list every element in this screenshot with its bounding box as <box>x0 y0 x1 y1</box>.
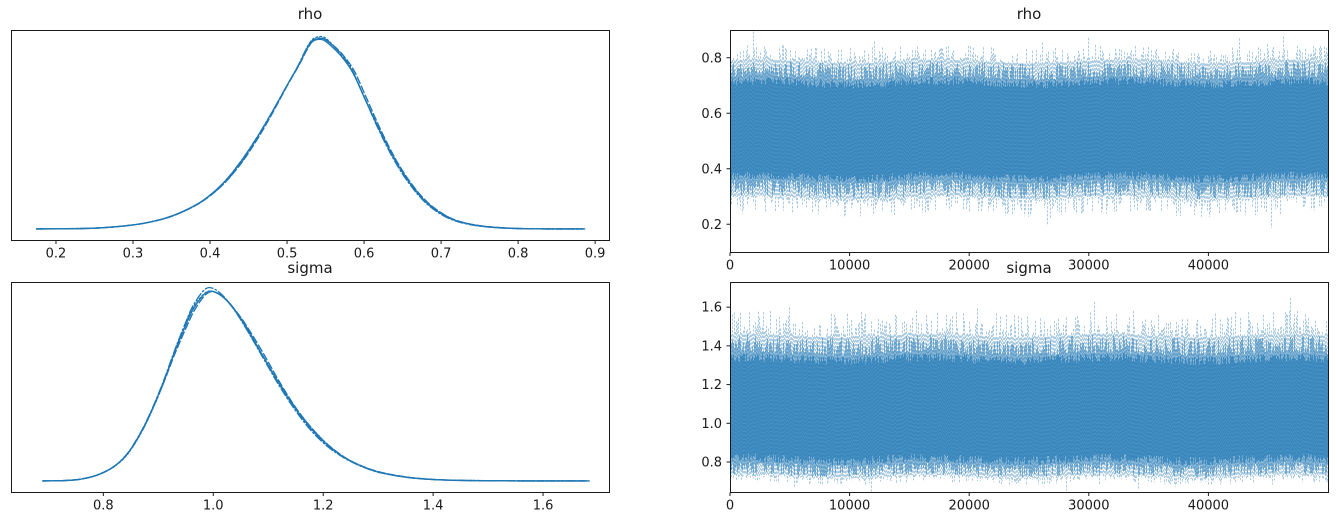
x-tick-label: 0.3 <box>123 247 144 262</box>
title-rho-kde: rho <box>297 5 323 23</box>
sigma-trace-subplot: 0 10000 20000 30000 40000 0.8 1.0 1.2 1.4 1.6 <box>701 282 1329 514</box>
x-tick-label: 1.0 <box>203 499 224 514</box>
rho-kde-subplot: 0.2 0.3 0.4 0.5 0.6 0.7 0.8 0.9 <box>11 30 610 262</box>
rho-kde-curve-chain-3 <box>36 35 586 230</box>
title-sigma-kde: sigma <box>287 259 333 277</box>
y-tick-label: 1.4 <box>701 339 722 354</box>
sigma-kde-curve-chain-1 <box>42 291 590 482</box>
y-tick-label: 1.0 <box>701 417 722 432</box>
x-tick-label: 1.4 <box>423 499 444 514</box>
x-tick-label: 0.4 <box>200 247 221 262</box>
sigma-trace-spines <box>730 282 1329 493</box>
rho-kde-curve-chain-1 <box>36 37 587 230</box>
title-rho-trace: rho <box>1016 5 1042 23</box>
sigma-kde-curve-chain-3 <box>42 290 589 482</box>
x-tick-label: 10000 <box>829 259 870 274</box>
x-tick-label: 0 <box>726 259 734 274</box>
sigma-kde-curve-chain-2 <box>42 286 587 482</box>
title-sigma-trace: sigma <box>1006 259 1052 277</box>
x-tick-label: 0.8 <box>93 499 114 514</box>
y-tick-label: 0.8 <box>701 51 722 66</box>
sigma-trace-core-band <box>730 353 1329 466</box>
y-tick-label: 1.2 <box>701 378 722 393</box>
x-tick-label: 30000 <box>1068 499 1109 514</box>
x-tick-label: 0 <box>726 499 734 514</box>
y-tick-label: 0.4 <box>701 162 722 177</box>
rho-trace-spines <box>730 30 1329 253</box>
y-tick-label: 0.2 <box>701 218 722 233</box>
x-tick-label: 0.9 <box>585 247 606 262</box>
rho-trace-subplot: 0 10000 20000 30000 40000 0.2 0.4 0.6 0.8 <box>701 30 1329 274</box>
x-tick-label: 0.2 <box>46 247 67 262</box>
sigma-kde-curve-chain-0 <box>42 290 588 482</box>
rho-kde-spines <box>11 30 610 241</box>
x-tick-label: 20000 <box>949 499 990 514</box>
y-tick-label: 1.6 <box>701 301 722 316</box>
y-tick-label: 0.8 <box>701 456 722 471</box>
rho-trace-core-band <box>730 77 1329 183</box>
x-tick-label: 1.6 <box>533 499 554 514</box>
y-tick-label: 0.6 <box>701 107 722 122</box>
x-tick-label: 20000 <box>949 259 990 274</box>
x-tick-label: 40000 <box>1188 499 1229 514</box>
x-tick-label: 10000 <box>829 499 870 514</box>
sigma-kde-spines <box>11 282 610 493</box>
x-tick-label: 1.2 <box>313 499 334 514</box>
x-tick-label: 40000 <box>1188 259 1229 274</box>
x-tick-label: 30000 <box>1068 259 1109 274</box>
x-tick-label: 0.5 <box>277 247 298 262</box>
rho-kde-curve-chain-0 <box>36 38 585 230</box>
x-tick-label: 0.8 <box>508 247 529 262</box>
x-tick-label: 0.6 <box>354 247 375 262</box>
rho-kde-curve-chain-2 <box>36 37 583 230</box>
x-tick-label: 0.7 <box>431 247 452 262</box>
sigma-kde-subplot: 0.8 1.0 1.2 1.4 1.6 <box>11 282 610 514</box>
